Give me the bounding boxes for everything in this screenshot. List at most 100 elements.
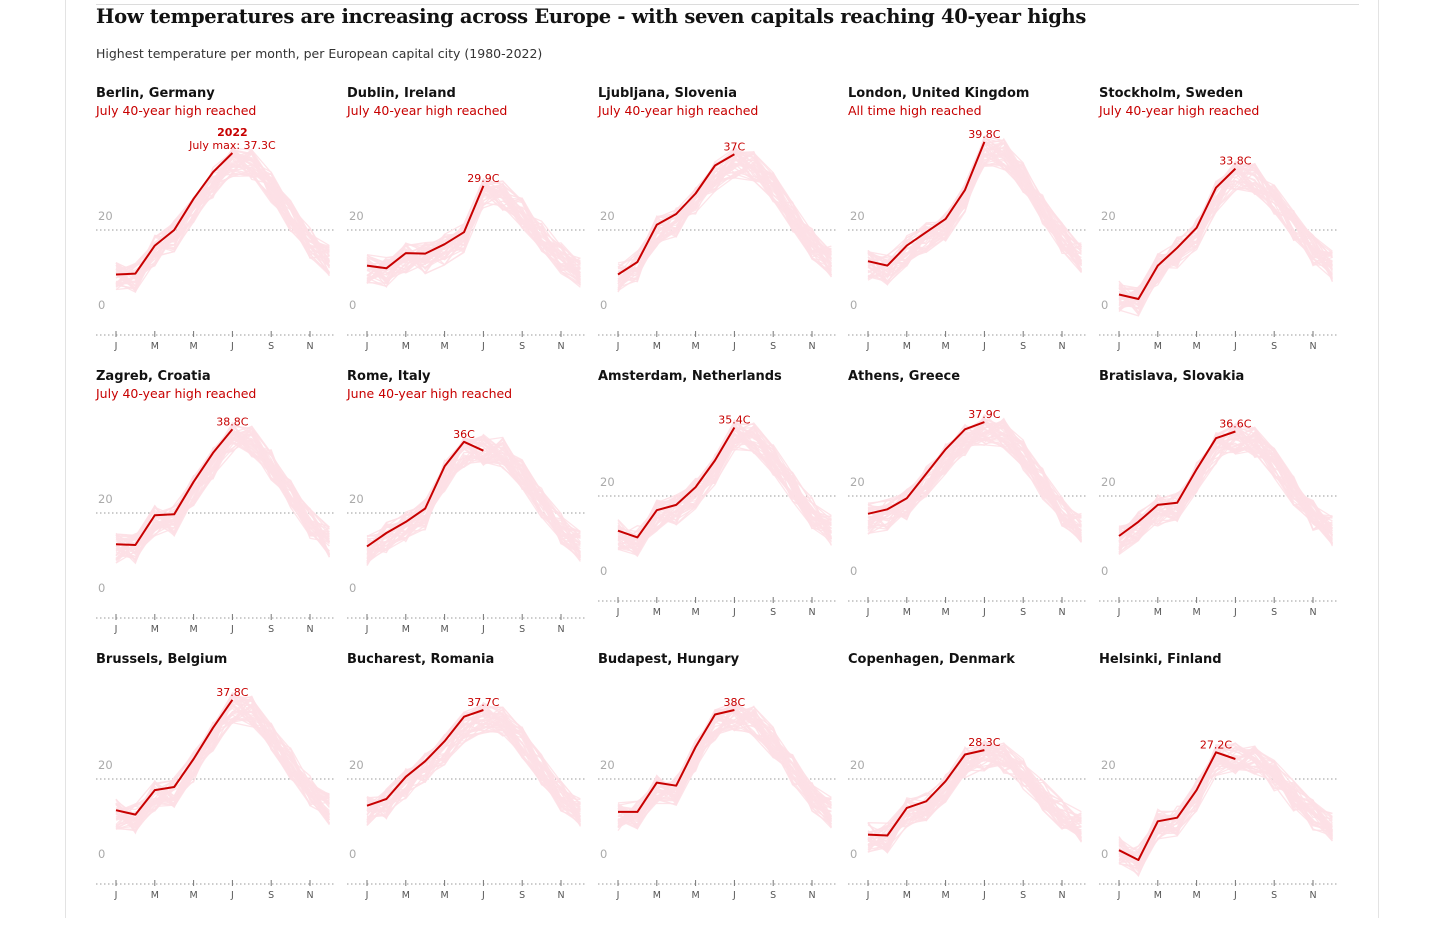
x-tick-label: S — [519, 341, 525, 352]
x-tick-label: M — [151, 890, 159, 901]
series-2022-line — [115, 699, 234, 816]
historical-year-line — [867, 135, 1082, 266]
x-tick-label: J — [365, 624, 369, 635]
historical-year-line — [867, 758, 1082, 844]
x-tick-label: M — [402, 890, 410, 901]
historical-year-line — [867, 135, 1082, 262]
temperature-line-chart: 0 20 J M M J S N 27.2C — [1099, 738, 1339, 901]
historical-series-group — [1118, 423, 1333, 556]
historical-year-line — [115, 710, 330, 832]
x-tick-label: S — [770, 607, 776, 618]
city-name: Bucharest, Romania — [347, 652, 495, 667]
x-tick-label: M — [941, 341, 949, 352]
temperature-line-chart: 0 20 J M M J S N 37.9C — [848, 408, 1088, 618]
city-panel: Budapest, Hungary 0 20 J M M J S N 38C — [598, 652, 843, 935]
historical-year-line — [115, 149, 330, 283]
historical-year-line — [867, 745, 1082, 849]
city-panel: Bucharest, Romania 0 20 J M M J S N 37.7C — [347, 652, 592, 935]
x-tick-label: M — [440, 341, 448, 352]
max-temperature-label: 39.8C — [968, 128, 1000, 141]
y-tick-label: 0 — [1101, 298, 1108, 312]
y-tick-label: 20 — [349, 758, 364, 772]
y-tick-label: 20 — [850, 758, 865, 772]
historical-series-group — [115, 421, 331, 565]
x-tick-label: M — [691, 607, 699, 618]
x-tick-label: J — [230, 341, 234, 352]
record-status: July 40-year high reached — [1099, 103, 1260, 118]
historical-year-line — [1118, 743, 1333, 863]
x-tick-label: S — [268, 341, 274, 352]
historical-year-line — [1118, 764, 1333, 878]
series-2022-line — [867, 141, 986, 267]
y-tick-label: 0 — [349, 581, 356, 595]
historical-year-line — [617, 717, 832, 826]
x-tick-label: S — [770, 341, 776, 352]
y-tick-label: 0 — [850, 847, 857, 861]
x-tick-label: N — [808, 890, 815, 901]
y-tick-label: 20 — [600, 758, 615, 772]
series-2022-line — [1118, 430, 1236, 537]
city-panel: Copenhagen, Denmark 0 20 J M M J S N 28.3C — [848, 652, 1093, 935]
x-tick-label: M — [151, 341, 159, 352]
city-name: Berlin, Germany — [96, 86, 215, 101]
historical-year-line — [366, 446, 581, 562]
record-status: July 40-year high reached — [598, 103, 759, 118]
x-tick-label: S — [1271, 607, 1277, 618]
historical-year-line — [1118, 168, 1333, 314]
x-tick-label: M — [402, 624, 410, 635]
historical-year-line — [1118, 439, 1333, 551]
y-tick-label: 20 — [850, 475, 865, 489]
series-2022-line — [366, 185, 485, 270]
y-tick-label: 20 — [98, 492, 113, 506]
x-tick-label: J — [1233, 607, 1237, 618]
historical-series-group — [115, 146, 330, 293]
x-tick-label: J — [1117, 607, 1121, 618]
x-tick-label: M — [1192, 607, 1200, 618]
historical-year-line — [867, 431, 1082, 535]
y-tick-label: 0 — [600, 298, 607, 312]
x-tick-label: J — [230, 890, 234, 901]
historical-year-line — [115, 432, 330, 554]
max-temperature-label: 29.9C — [467, 172, 499, 185]
historical-year-line — [1118, 165, 1333, 295]
historical-year-line — [617, 156, 832, 283]
city-panel: Helsinki, Finland 0 20 J M M J S N 27.2C — [1099, 652, 1344, 935]
x-tick-label: J — [866, 341, 870, 352]
temperature-line-chart: 0 20 J M M J S N 36C — [347, 428, 587, 635]
temperature-line-chart: 0 20 J M M J S N 33.8C — [1099, 155, 1339, 352]
historical-series-group — [1118, 742, 1333, 878]
historical-year-line — [617, 442, 832, 558]
historical-year-line — [617, 441, 832, 547]
x-tick-label: N — [1058, 890, 1065, 901]
x-tick-label: S — [1020, 341, 1026, 352]
series-2022-line — [366, 709, 484, 807]
x-tick-label: J — [732, 890, 736, 901]
y-tick-label: 0 — [600, 847, 607, 861]
max-temperature-label: 37.9C — [968, 408, 1000, 421]
historical-year-line — [115, 146, 330, 274]
historical-year-line — [115, 153, 330, 285]
max-temperature-label: 37.8C — [216, 686, 248, 699]
historical-year-line — [867, 149, 1082, 262]
x-tick-label: J — [365, 341, 369, 352]
x-tick-label: J — [114, 624, 118, 635]
historical-year-line — [366, 189, 581, 288]
series-2022-line — [366, 440, 484, 548]
historical-series-group — [1118, 160, 1333, 317]
x-tick-label: N — [557, 624, 564, 635]
x-tick-label: N — [306, 341, 313, 352]
historical-year-line — [617, 147, 832, 289]
x-tick-label: J — [1233, 341, 1237, 352]
x-tick-label: M — [903, 341, 911, 352]
x-tick-label: J — [230, 624, 234, 635]
historical-year-line — [867, 444, 1082, 531]
x-tick-label: N — [1309, 607, 1316, 618]
max-temperature-label: 28.3C — [968, 736, 1000, 749]
record-status: July 40-year high reached — [96, 386, 257, 401]
x-tick-label: J — [481, 341, 485, 352]
x-tick-label: J — [114, 890, 118, 901]
historical-year-line — [1118, 760, 1333, 870]
city-panel: Dublin, Ireland July 40-year high reached… — [347, 86, 592, 369]
max-temperature-label: 35.4C — [718, 413, 750, 426]
